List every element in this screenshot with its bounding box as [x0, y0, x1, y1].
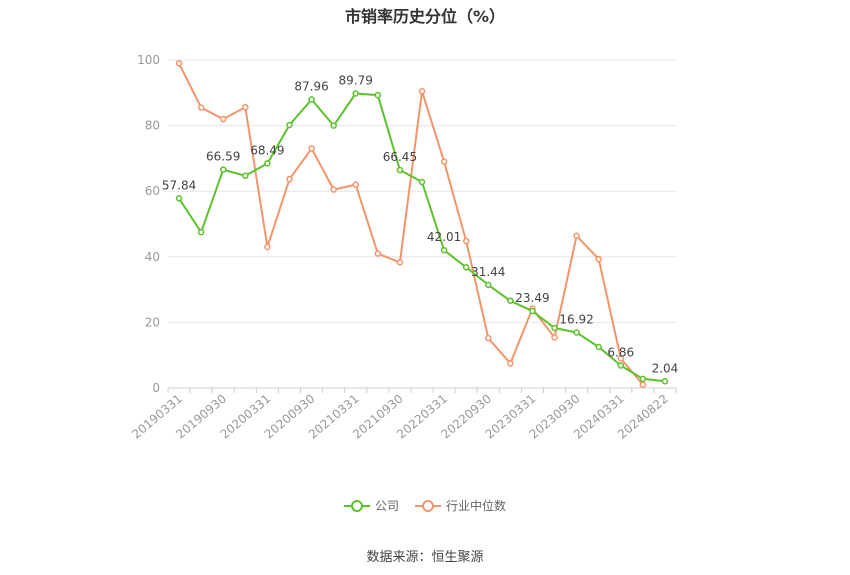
- data-point-industry: [219, 115, 227, 123]
- data-point-company: [617, 362, 625, 369]
- data-point-company: [197, 228, 205, 236]
- data-point-company: [551, 324, 558, 332]
- y-tick-label: 40: [145, 250, 160, 264]
- data-point-company: [219, 166, 227, 173]
- data-label: 68.49: [250, 143, 284, 157]
- data-point-company: [507, 297, 514, 305]
- legend-company-marker-icon: [343, 499, 370, 512]
- data-point-industry: [507, 360, 514, 367]
- chart-title: 市销率历史分位（%）: [344, 7, 506, 26]
- data-point-company: [286, 121, 293, 129]
- data-source: 数据来源：恒生聚源: [366, 550, 484, 565]
- data-point-company: [462, 264, 470, 271]
- data-point-industry: [286, 175, 293, 183]
- data-label: 87.96: [294, 79, 328, 93]
- legend: 公司 行业中位数: [0, 497, 850, 514]
- data-point-company: [374, 91, 382, 99]
- data-point-industry: [418, 87, 426, 95]
- data-label: 89.79: [339, 73, 373, 87]
- data-point-company: [485, 281, 492, 289]
- series-line-industry: [178, 62, 644, 386]
- data-point-industry: [440, 158, 448, 165]
- data-point-company: [175, 195, 183, 202]
- data-label: 66.59: [206, 150, 240, 164]
- data-point-industry: [639, 381, 647, 388]
- data-point-industry: [396, 259, 404, 266]
- data-point-company: [396, 166, 404, 174]
- data-label: 16.92: [559, 313, 593, 327]
- data-point-industry: [462, 237, 470, 245]
- data-label: 6.86: [607, 345, 634, 359]
- data-label: 2.04: [652, 361, 679, 375]
- data-point-industry: [242, 103, 249, 111]
- data-point-industry: [551, 334, 558, 341]
- data-point-industry: [617, 355, 625, 362]
- legend-company-label: 公司: [374, 499, 399, 513]
- data-point-company: [595, 343, 602, 351]
- data-label: 23.49: [515, 291, 549, 305]
- data-point-company: [352, 90, 359, 97]
- data-point-company: [639, 375, 647, 383]
- data-point-company: [242, 172, 249, 180]
- data-point-industry: [352, 181, 359, 188]
- series-line-company: [178, 92, 666, 383]
- legend-industry-label: 行业中位数: [446, 499, 507, 513]
- y-tick-label: 20: [145, 315, 160, 329]
- data-point-industry: [197, 104, 205, 111]
- data-point-company: [330, 122, 337, 129]
- data-point-industry: [485, 334, 492, 342]
- legend-industry-marker-icon: [415, 499, 441, 512]
- data-point-industry: [573, 232, 580, 240]
- data-point-company: [440, 246, 448, 254]
- data-point-company: [418, 178, 426, 186]
- y-tick-label: 60: [145, 184, 160, 198]
- data-point-industry: [374, 250, 382, 257]
- data-point-industry: [308, 145, 315, 152]
- y-tick-label: 80: [145, 119, 160, 133]
- data-point-company: [308, 96, 315, 103]
- data-label: 31.44: [471, 265, 505, 279]
- legend-item-company[interactable]: 公司: [343, 497, 399, 514]
- data-point-industry: [175, 60, 183, 67]
- data-label: 42.01: [427, 230, 461, 244]
- data-label: 57.84: [162, 178, 196, 192]
- y-tick-label: 100: [137, 53, 160, 67]
- data-point-company: [529, 307, 536, 315]
- y-tick-label: 0: [152, 381, 160, 395]
- data-point-industry: [264, 243, 271, 251]
- data-point-industry: [330, 186, 337, 193]
- legend-item-industry[interactable]: 行业中位数: [415, 497, 506, 514]
- data-point-company: [264, 160, 271, 167]
- data-point-industry: [595, 255, 602, 263]
- data-point-company: [661, 378, 669, 385]
- data-label: 66.45: [383, 150, 417, 164]
- data-point-company: [573, 329, 580, 336]
